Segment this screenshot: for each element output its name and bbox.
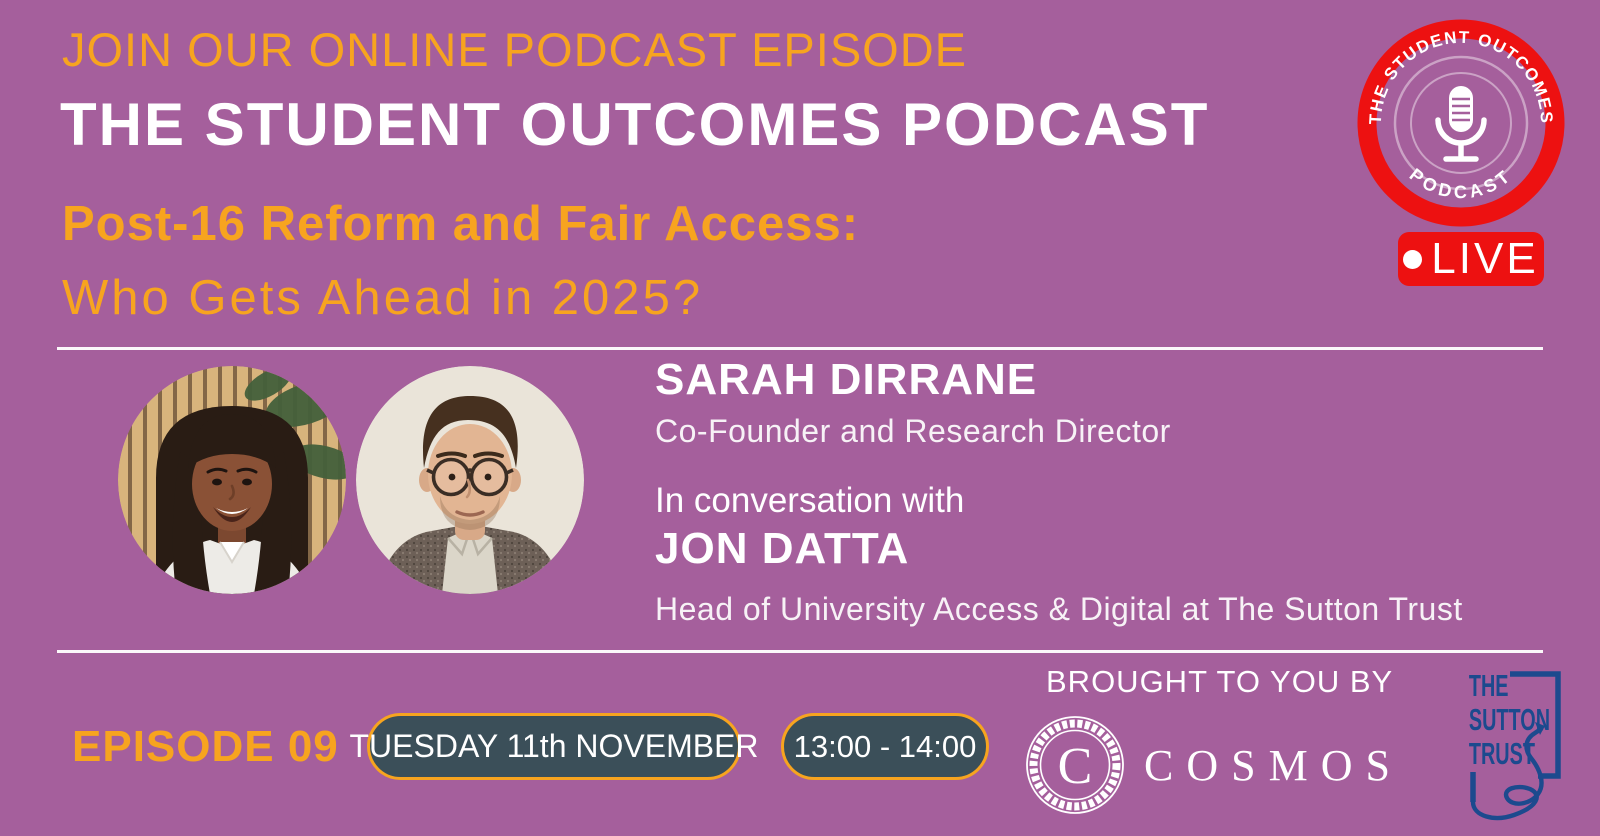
microphone-icon <box>1435 86 1487 162</box>
sutton-line-the: THE <box>1469 667 1509 703</box>
cosmos-initial: C <box>1058 738 1093 795</box>
live-label: LIVE <box>1431 234 1539 283</box>
guest-photo <box>356 366 584 594</box>
podcast-logo-badge: THE STUDENT OUTCOMES PODCAST <box>1348 10 1574 300</box>
cosmos-ring-icon: C <box>1026 716 1124 814</box>
divider-top <box>57 347 1543 350</box>
guest-name: JON DATTA <box>655 524 910 573</box>
sutton-line-trust: TRUST <box>1469 735 1535 771</box>
time-pill: 13:00 - 14:00 <box>781 713 989 780</box>
host-name: SARAH DIRRANE <box>655 355 1038 404</box>
episode-number: EPISODE 09 <box>72 722 339 771</box>
date-pill-label: TUESDAY 11th NOVEMBER <box>349 728 759 764</box>
host-role: Co-Founder and Research Director <box>655 413 1171 449</box>
time-pill-label: 13:00 - 14:00 <box>793 728 977 764</box>
guest-role: Head of University Access & Digital at T… <box>655 591 1463 627</box>
cosmos-logo: C COSMOS <box>1024 714 1403 816</box>
date-pill: TUESDAY 11th NOVEMBER <box>350 713 759 780</box>
podcast-title: THE STUDENT OUTCOMES PODCAST <box>60 91 1210 158</box>
divider-bottom <box>57 650 1543 653</box>
episode-topic-line2: Who Gets Ahead in 2025? <box>62 271 704 325</box>
cosmos-wordmark: COSMOS <box>1144 740 1403 790</box>
sutton-trust-logo: THE SUTTON TRUST <box>1442 658 1570 831</box>
live-badge: LIVE <box>1398 232 1544 286</box>
podcast-badge-icon: THE STUDENT OUTCOMES PODCAST <box>1357 19 1565 227</box>
episode-topic-line1: Post-16 Reform and Fair Access: <box>62 197 860 251</box>
brought-to-you-by-label: BROUGHT TO YOU BY <box>1046 664 1394 699</box>
live-dot-icon <box>1403 249 1423 269</box>
host-photo <box>118 366 346 594</box>
conversation-connector: In conversation with <box>655 481 965 520</box>
kicker-line: JOIN OUR ONLINE PODCAST EPISODE <box>62 23 968 76</box>
